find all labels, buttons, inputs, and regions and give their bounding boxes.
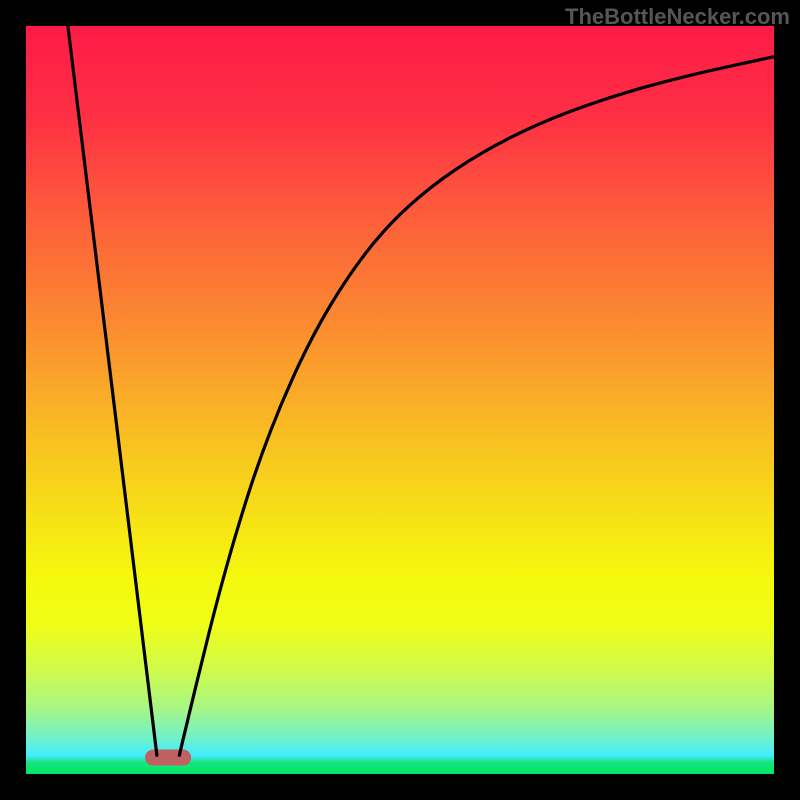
chart-container: TheBottleNecker.com: [0, 0, 800, 800]
chart-svg: [0, 0, 800, 800]
watermark-text: TheBottleNecker.com: [565, 4, 790, 30]
gradient-background: [26, 26, 774, 774]
optimal-marker: [145, 750, 191, 766]
